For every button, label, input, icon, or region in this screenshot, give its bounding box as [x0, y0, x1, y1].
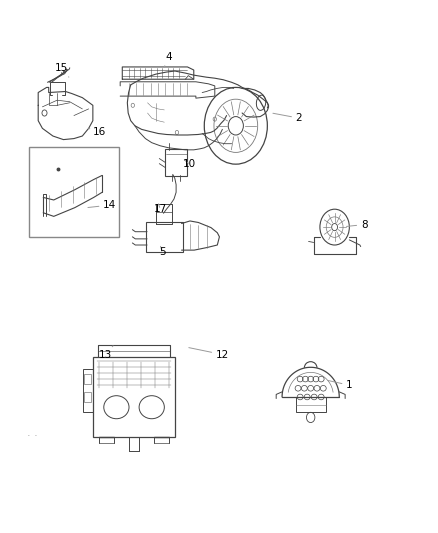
Text: 1: 1	[328, 380, 353, 390]
Bar	[84, 392, 92, 402]
Text: 2: 2	[273, 113, 302, 123]
Text: 5: 5	[159, 246, 166, 257]
Text: 10: 10	[183, 159, 196, 169]
Text: 4: 4	[164, 52, 172, 67]
Text: 12: 12	[189, 348, 229, 360]
Bar	[84, 374, 92, 384]
Bar	[29, 147, 119, 237]
Text: 14: 14	[88, 200, 117, 210]
Text: 15: 15	[55, 63, 69, 77]
Text: 8: 8	[346, 220, 367, 230]
Text: · ·: · ·	[27, 431, 37, 441]
Bar	[82, 369, 93, 413]
Bar	[93, 357, 175, 437]
Text: 13: 13	[99, 346, 113, 360]
Text: 16: 16	[88, 127, 106, 138]
Bar	[296, 397, 326, 413]
Text: 17: 17	[153, 204, 167, 214]
